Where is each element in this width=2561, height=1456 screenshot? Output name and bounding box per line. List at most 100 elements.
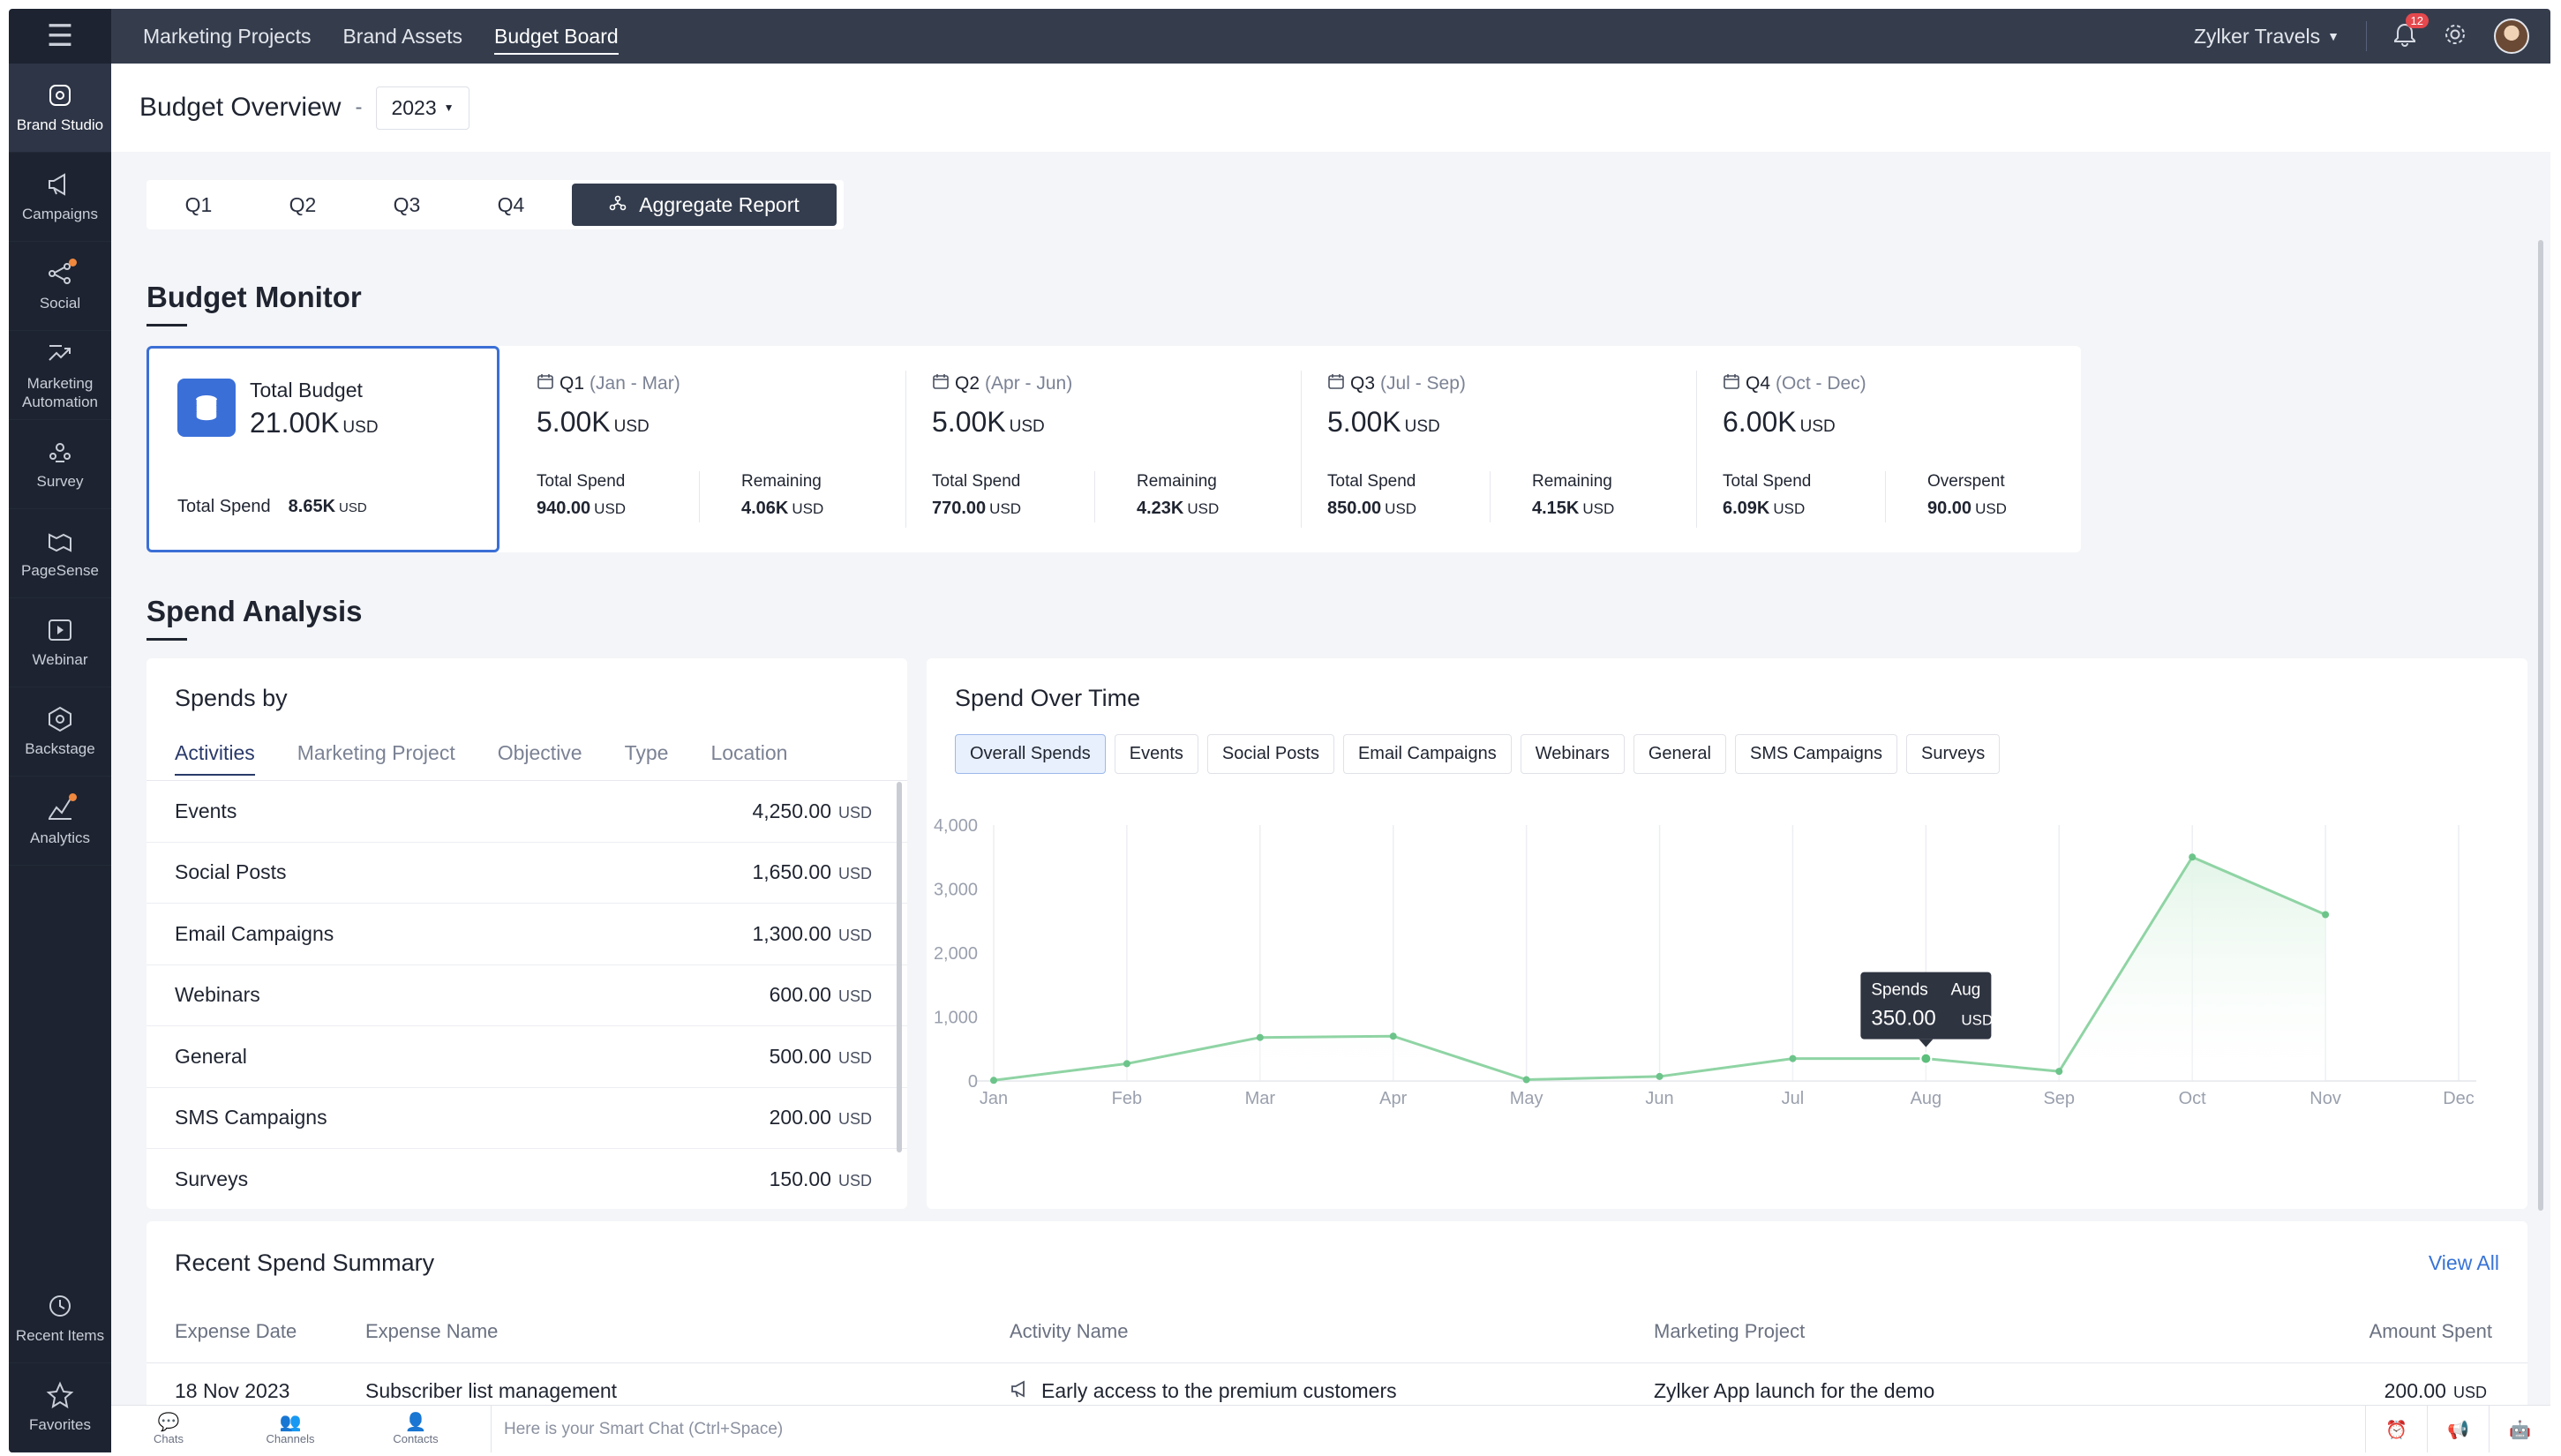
quarter-remaining: Remaining 4.23K USD <box>1137 472 1220 518</box>
user-avatar[interactable] <box>2494 19 2529 54</box>
channels-button[interactable]: 👥 Channels <box>242 1413 339 1445</box>
page-scrollbar[interactable] <box>2538 240 2543 1211</box>
filter-chip-social-posts[interactable]: Social Posts <box>1206 734 1334 774</box>
budget-monitor-title: Budget Monitor <box>146 281 362 326</box>
aggregate-report-button[interactable]: Aggregate Report <box>572 184 837 226</box>
year-select[interactable]: 2023 ▼ <box>376 86 469 130</box>
data-point[interactable] <box>1789 1054 1797 1062</box>
col-amount-spent[interactable]: Amount Spent <box>2369 1320 2492 1342</box>
stat-divider <box>699 471 700 522</box>
caret-down-icon: ▼ <box>443 101 454 114</box>
quarter-total-spend: Total Spend 6.09K USD <box>1723 472 1812 518</box>
sidebar-item-pagesense[interactable]: PageSense <box>9 509 111 598</box>
sidebar-item-label: Analytics <box>29 829 91 847</box>
sidebar-item-favorites[interactable]: Favorites <box>9 1363 111 1452</box>
notification-bell-icon[interactable]: 12 <box>2393 12 2429 51</box>
sidebar-item-brand-studio[interactable]: Brand Studio <box>9 64 111 153</box>
filter-chip-events[interactable]: Events <box>1114 734 1198 774</box>
tab-q2[interactable]: Q2 <box>289 192 317 216</box>
data-point[interactable] <box>2055 1068 2063 1076</box>
chats-button[interactable]: 💬 Chats <box>120 1413 217 1445</box>
total-budget-card[interactable]: Total Budget 21.00K USD Total Spend 8.65K U… <box>146 346 499 552</box>
webinar-icon <box>45 615 75 645</box>
topnav-tab-budget-board[interactable]: Budget Board <box>494 9 619 64</box>
sidebar-item-survey[interactable]: Survey <box>9 420 111 509</box>
list-item[interactable]: Email Campaigns 1,300.00 USD <box>146 904 907 965</box>
sidebar-item-recent-items[interactable]: Recent Items <box>9 1274 111 1363</box>
spend-over-time-panel: Spend Over Time Overall Spends Events Soci… <box>927 658 2527 1209</box>
sidebar-item-analytics[interactable]: Analytics <box>9 777 111 866</box>
spend-over-time-title: Spend Over Time <box>955 685 1141 711</box>
group-icon: 👥 <box>279 1413 302 1432</box>
tab-q4[interactable]: Q4 <box>497 192 525 216</box>
alarm-clock-icon[interactable]: ⏰ <box>2365 1406 2427 1452</box>
filter-chip-webinars[interactable]: Webinars <box>1520 734 1625 774</box>
quarter-budget-card-q3[interactable]: Q3 (Jul - Sep) 5.00K USD Total Spend 850.00 US… <box>1301 346 1696 552</box>
settings-gear-icon[interactable] <box>2443 22 2467 51</box>
data-point[interactable] <box>1656 1072 1664 1080</box>
col-marketing-project[interactable]: Marketing Project <box>1654 1320 1806 1342</box>
quarter-label: Q2 <box>955 373 980 394</box>
list-item[interactable]: SMS Campaigns 200.00 USD <box>146 1088 907 1149</box>
quarter-budget-card-q2[interactable]: Q2 (Apr - Jun) 5.00K USD Total Spend 770.00 US… <box>905 346 1301 552</box>
sidebar-item-marketing-automation[interactable]: Marketing Automation <box>9 331 111 420</box>
col-expense-date[interactable]: Expense Date <box>175 1320 297 1342</box>
topnav-tab-marketing-projects[interactable]: Marketing Projects <box>143 24 312 48</box>
smart-chat-input[interactable]: Here is your Smart Chat (Ctrl+Space) <box>491 1406 2344 1452</box>
tab-q1[interactable]: Q1 <box>184 192 213 216</box>
list-scrollbar[interactable] <box>897 782 902 1152</box>
list-item[interactable]: Events 4,250.00 USD <box>146 781 907 843</box>
list-item[interactable]: General 500.00 USD <box>146 1026 907 1088</box>
tooltip-label: Spends <box>1871 981 1927 1000</box>
list-item[interactable]: Social Posts 1,650.00 USD <box>146 843 907 904</box>
quarter-budget-card-q1[interactable]: Q1 (Jan - Mar) 5.00K USD Total Spend 940.00 US… <box>510 346 905 552</box>
col-activity-name[interactable]: Activity Name <box>1010 1320 1129 1342</box>
tab-marketing-project[interactable]: Marketing Project <box>297 741 455 764</box>
sidebar-item-campaigns[interactable]: Campaigns <box>9 153 111 242</box>
tab-activities[interactable]: Activities <box>175 741 255 776</box>
list-item[interactable]: Webinars 600.00 USD <box>146 965 907 1026</box>
contacts-button[interactable]: 👤 Contacts <box>367 1413 464 1445</box>
table-row[interactable]: 18 Nov 2023 Subscriber list management E… <box>146 1362 2527 1415</box>
data-point[interactable] <box>1256 1033 1264 1041</box>
card-divider <box>905 371 906 528</box>
org-switcher[interactable]: Zylker Travels ▼ <box>2194 25 2339 49</box>
tab-location[interactable]: Location <box>710 741 788 764</box>
x-tick-label: Sep <box>2043 1089 2075 1108</box>
data-point[interactable] <box>1919 1052 1933 1065</box>
tab-q3[interactable]: Q3 <box>393 192 421 216</box>
activity-name: Surveys <box>175 1167 249 1190</box>
quarter-budget-value: 5.00K USD <box>537 406 650 438</box>
sidebar-item-social[interactable]: Social <box>9 242 111 331</box>
list-item[interactable]: Surveys 150.00 USD <box>146 1149 907 1209</box>
filter-chip-email-campaigns[interactable]: Email Campaigns <box>1342 734 1512 774</box>
menu-toggle-icon[interactable]: ☰ <box>46 19 74 53</box>
data-point[interactable] <box>2189 853 2197 861</box>
data-point[interactable] <box>1123 1060 1130 1068</box>
data-point[interactable] <box>1522 1076 1530 1084</box>
caret-down-icon: ▼ <box>2327 29 2339 43</box>
view-all-link[interactable]: View All <box>2428 1251 2499 1274</box>
sidebar-item-backstage[interactable]: Backstage <box>9 687 111 777</box>
filter-chip-overall-spends[interactable]: Overall Spends <box>955 734 1106 774</box>
filter-chip-general[interactable]: General <box>1633 734 1726 774</box>
quarter-heading: Q3 (Jul - Sep) <box>1327 372 1466 395</box>
quarter-budget-card-q4[interactable]: Q4 (Oct - Dec) 6.00K USD Total Spend 6.09K USD… <box>1696 346 2092 552</box>
data-point[interactable] <box>1389 1032 1397 1040</box>
bot-icon[interactable]: 🤖 <box>2489 1406 2550 1452</box>
col-expense-name[interactable]: Expense Name <box>365 1320 499 1342</box>
filter-chip-surveys[interactable]: Surveys <box>1906 734 2001 774</box>
tab-objective[interactable]: Objective <box>497 741 582 764</box>
chart-tooltip <box>1860 972 1992 1039</box>
announcement-icon[interactable]: 📢 <box>2427 1406 2489 1452</box>
sidebar-item-webinar[interactable]: Webinar <box>9 598 111 687</box>
filter-chip-sms-campaigns[interactable]: SMS Campaigns <box>1734 734 1898 774</box>
quarter-overspent: Overspent 90.00 USD <box>1927 472 2007 518</box>
total-budget-value: 21.00K USD <box>250 407 379 439</box>
activity-amount: 200.00 USD <box>769 1106 872 1130</box>
tab-type[interactable]: Type <box>624 741 669 764</box>
topnav-tab-brand-assets[interactable]: Brand Assets <box>342 24 462 48</box>
quarter-label: Q1 <box>560 373 585 394</box>
data-point[interactable] <box>990 1077 997 1084</box>
data-point[interactable] <box>2322 911 2330 919</box>
